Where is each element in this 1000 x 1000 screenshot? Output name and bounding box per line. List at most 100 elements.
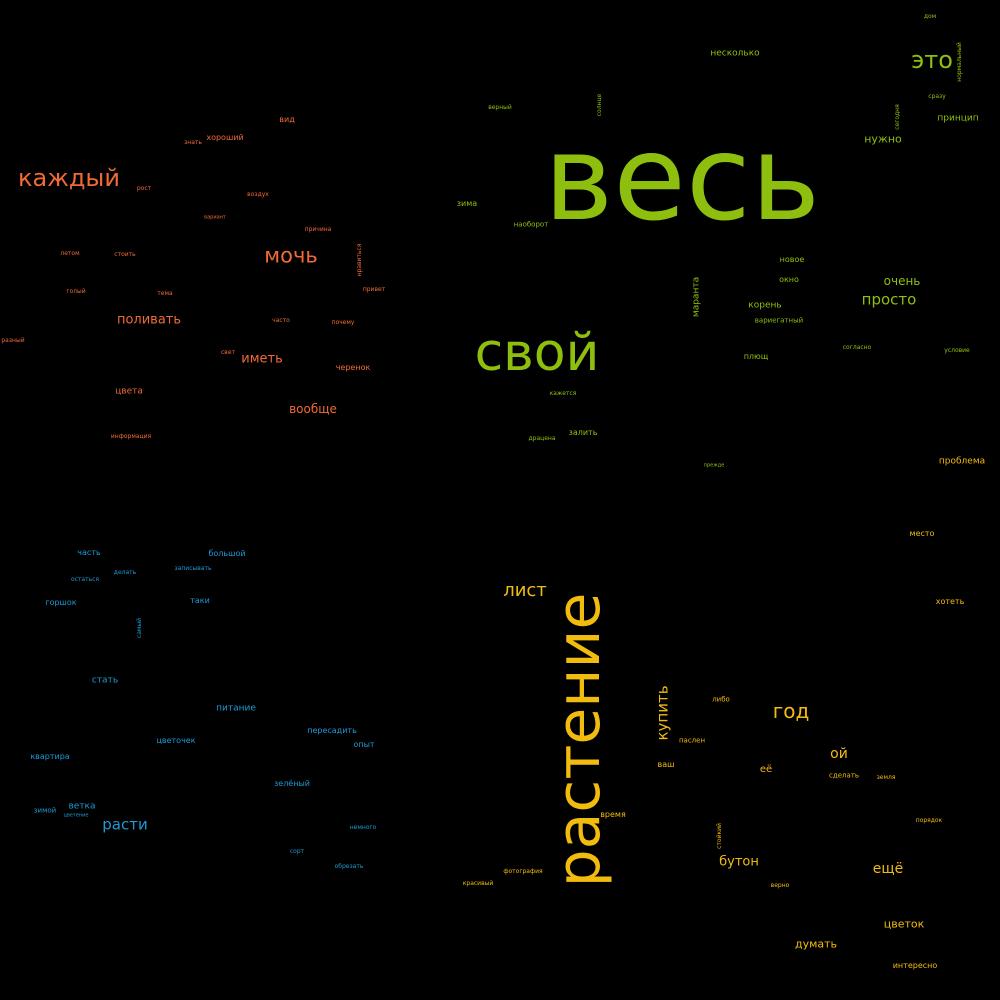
word-tsveta: цвета: [115, 386, 143, 397]
word-moch: мочь: [264, 243, 318, 268]
word-kazhetsya: кажется: [549, 390, 577, 397]
word-prosto: просто: [861, 290, 917, 309]
word-srazu: сразу: [928, 93, 946, 100]
word-svoy: свой: [474, 323, 600, 383]
word-chast: часть: [77, 548, 101, 557]
word-vash: ваш: [657, 760, 675, 769]
word-pochemu: почему: [331, 319, 355, 326]
word-zapisyvat: записывать: [174, 565, 212, 572]
word-dom: дом: [923, 13, 937, 20]
word-kupit: купить: [653, 685, 672, 741]
word-eyo: её: [759, 764, 773, 775]
word-oy: ой: [830, 746, 848, 762]
word-krasivy: красивый: [462, 880, 494, 887]
word-okno: окно: [779, 275, 799, 284]
word-fotografiya: фотография: [503, 868, 543, 875]
word-maranta: маранта: [691, 276, 702, 318]
word-ostatsya: остаться: [70, 576, 100, 583]
word-obrezat: обрезать: [334, 863, 364, 870]
word-naoborot: наоборот: [513, 220, 549, 229]
word-printsip: принцип: [937, 113, 979, 124]
word-stat: стать: [91, 675, 119, 686]
word-solntse: солнце: [596, 93, 603, 117]
word-prichina: причина: [304, 226, 332, 233]
word-tsvetenie: цветение: [63, 812, 89, 819]
word-novoe: новое: [779, 255, 805, 264]
word-ochen: очень: [883, 274, 921, 288]
word-rost: рост: [136, 185, 152, 192]
word-imet: иметь: [241, 351, 283, 367]
word-verno: верно: [770, 882, 790, 889]
word-list: лист: [503, 580, 547, 601]
word-dratsena: драцена: [528, 435, 556, 442]
word-sdelat: сделать: [829, 771, 859, 780]
word-voobshche: вообще: [289, 402, 337, 416]
word-pitanie: питание: [216, 703, 256, 714]
word-tsvetochek: цветочек: [156, 736, 196, 745]
word-prezhde: прежде: [703, 462, 725, 469]
word-khotet: хотеть: [935, 597, 965, 606]
word-peresadit: пересадить: [307, 726, 357, 735]
word-plyushch: плющ: [743, 352, 769, 361]
word-bolshoy: большой: [208, 549, 246, 558]
word-uslovie: условие: [944, 347, 970, 354]
word-letom: летом: [60, 250, 80, 257]
word-taki: таки: [190, 596, 210, 605]
word-nemnogo: немного: [349, 824, 377, 831]
word-nravitsya: нравиться: [356, 243, 363, 277]
word-paslen: паслен: [678, 736, 706, 745]
word-neskolko: несколько: [710, 48, 760, 59]
word-mesto: место: [909, 529, 935, 538]
word-samy: самый: [136, 617, 143, 639]
word-eto: это: [911, 46, 953, 74]
word-delat: делать: [113, 569, 137, 576]
word-segodnya: сегодня: [894, 104, 901, 130]
word-rastenie: растение: [544, 592, 614, 888]
word-goly: голый: [66, 288, 86, 295]
word-kazhdy: каждый: [18, 164, 120, 192]
word-znat: знать: [184, 139, 202, 146]
word-rasti: расти: [102, 815, 148, 834]
word-privet: привет: [362, 286, 386, 293]
word-libo: либо: [712, 695, 730, 704]
word-zima: зима: [456, 199, 478, 208]
word-eshche: ещё: [872, 861, 904, 877]
word-informatsiya: информация: [110, 433, 152, 440]
word-kvartira: квартира: [30, 752, 70, 761]
word-tema: тема: [157, 290, 173, 297]
word-god: год: [772, 699, 810, 723]
word-poryadok: порядок: [915, 817, 943, 824]
word-normalny: нормальный: [956, 42, 963, 82]
word-stoyky: стойкий: [716, 823, 723, 849]
word-sort: сорт: [289, 848, 305, 855]
word-dumat: думать: [794, 937, 838, 951]
word-variant: вариант: [204, 214, 226, 221]
word-soglasno: согласно: [842, 344, 872, 351]
word-nuzhno: нужно: [864, 132, 902, 146]
word-khoroshy: хороший: [206, 133, 244, 142]
word-verny: верный: [488, 104, 512, 111]
word-svet: свет: [220, 349, 236, 356]
word-stoit: стоить: [114, 251, 136, 258]
word-vozdukh: воздух: [247, 191, 269, 198]
word-gorshok: горшок: [45, 598, 77, 607]
word-vremya: время: [600, 810, 626, 819]
word-koren: корень: [748, 300, 782, 311]
word-vetka: ветка: [68, 801, 96, 812]
word-zemlya: земля: [876, 774, 896, 781]
word-problema: проблема: [938, 456, 986, 467]
word-buton: бутон: [719, 854, 759, 870]
word-variegatny: вариегатный: [754, 316, 804, 325]
word-opyt: опыт: [353, 740, 375, 749]
word-polivat: поливать: [116, 312, 182, 328]
word-razny: разный: [1, 337, 25, 344]
word-cherenok: черенок: [335, 363, 371, 372]
word-vid: вид: [279, 115, 295, 124]
word-zeleny: зелёный: [274, 779, 310, 788]
word-zimoy: зимой: [33, 806, 57, 815]
word-interesno: интересно: [892, 961, 938, 970]
word-chasto: часто: [272, 317, 290, 324]
word-tsvetok: цветок: [883, 917, 925, 931]
word-zalit: залить: [568, 428, 598, 437]
